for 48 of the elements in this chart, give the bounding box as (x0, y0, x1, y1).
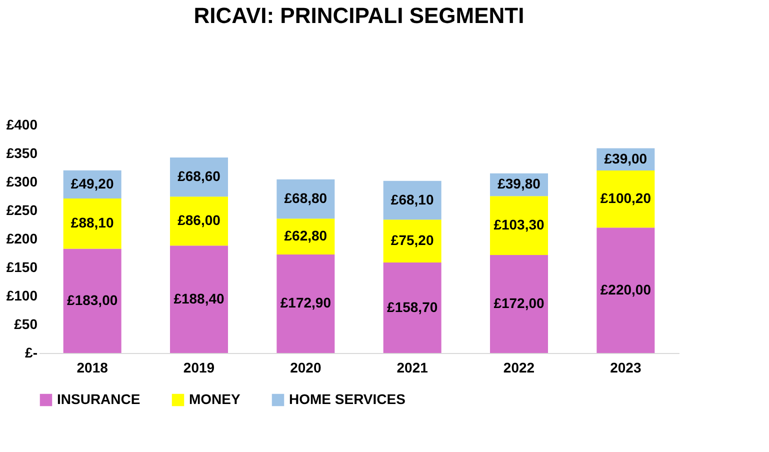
data-label: £188,40 (174, 290, 225, 306)
x-tick-label: 2022 (503, 360, 535, 376)
data-label: £68,10 (390, 191, 434, 208)
y-tick-label: £200 (6, 230, 38, 246)
bar (490, 196, 548, 255)
y-tick-label: £150 (6, 259, 38, 275)
x-tick-label: 2019 (183, 360, 215, 376)
bar (596, 228, 655, 353)
data-label: £39,80 (498, 176, 541, 192)
y-tick-label: £100 (6, 288, 38, 304)
bar (383, 262, 442, 353)
data-label: £68,80 (284, 190, 328, 206)
data-label: £68,60 (178, 168, 221, 184)
y-tick-label: £400 (6, 116, 38, 132)
x-tick-label: 2020 (290, 360, 322, 376)
data-label: £220,00 (600, 281, 652, 298)
x-tick-label: 2021 (396, 360, 428, 376)
legend-label: HOME SERVICES (289, 391, 406, 407)
data-label: £39,00 (604, 150, 648, 166)
bar (383, 220, 442, 263)
bar (276, 254, 335, 353)
y-tick-label: £50 (14, 316, 38, 332)
data-label: £49,20 (70, 175, 114, 192)
chart-title: RICAVI: PRINCIPALI SEGMENTI (194, 3, 524, 28)
data-label: £100,20 (600, 190, 652, 206)
x-tick-label: 2018 (76, 360, 108, 376)
bar (63, 248, 122, 353)
legend-label: INSURANCE (57, 391, 140, 407)
bar (596, 170, 655, 228)
y-tick-label: £250 (6, 202, 38, 218)
bar (490, 254, 548, 353)
data-label: £172,00 (494, 294, 545, 311)
legend-label: MONEY (189, 391, 241, 407)
data-label: £103,30 (494, 216, 545, 233)
bar (170, 246, 228, 353)
y-tick-label: £350 (6, 145, 38, 161)
data-label: £62,80 (284, 228, 328, 244)
data-label: £88,10 (70, 214, 114, 231)
bar (170, 196, 228, 246)
data-label: £158,70 (387, 298, 438, 315)
data-label: £172,90 (280, 294, 332, 311)
data-label: £75,20 (390, 232, 434, 248)
data-label: £86,00 (178, 212, 221, 228)
data-label: £183,00 (67, 292, 118, 308)
y-tick-label: £- (25, 344, 38, 360)
y-tick-label: £300 (6, 174, 38, 190)
bar (63, 198, 122, 249)
x-tick-label: 2023 (610, 360, 642, 376)
